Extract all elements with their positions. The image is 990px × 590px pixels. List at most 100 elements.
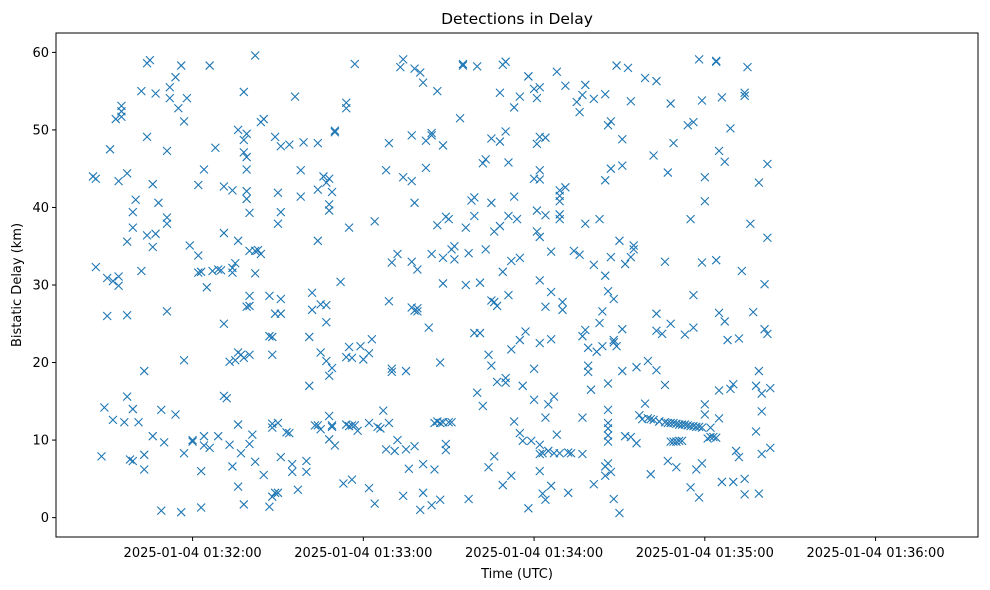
data-point xyxy=(606,164,616,174)
point-marker xyxy=(364,418,374,428)
chart-title: Detections in Delay xyxy=(441,10,593,28)
point-marker xyxy=(501,57,511,67)
point-marker xyxy=(114,281,123,291)
point-marker xyxy=(489,451,499,461)
data-point xyxy=(324,174,334,184)
point-marker xyxy=(387,367,397,377)
point-marker xyxy=(711,433,721,443)
data-point xyxy=(324,411,334,421)
data-point xyxy=(313,236,323,246)
data-point xyxy=(393,249,402,259)
point-marker xyxy=(111,114,121,124)
data-point xyxy=(475,328,485,338)
point-marker xyxy=(410,441,419,451)
point-marker xyxy=(745,219,755,229)
data-point xyxy=(313,420,323,430)
data-point xyxy=(415,68,425,77)
point-marker xyxy=(481,154,491,164)
point-marker xyxy=(407,176,417,186)
data-point xyxy=(378,406,388,416)
data-point xyxy=(242,194,252,204)
point-marker xyxy=(492,377,502,387)
point-marker xyxy=(657,329,667,339)
point-marker xyxy=(629,244,639,254)
data-point xyxy=(282,427,291,437)
point-marker xyxy=(233,236,243,246)
data-point xyxy=(757,406,767,416)
point-marker xyxy=(91,174,101,184)
data-point xyxy=(609,494,619,504)
data-point xyxy=(91,262,101,272)
data-point xyxy=(267,350,277,360)
point-marker xyxy=(595,318,604,328)
point-marker xyxy=(128,456,138,466)
data-point xyxy=(356,341,365,351)
point-marker xyxy=(580,80,590,90)
data-point xyxy=(626,252,636,262)
data-point xyxy=(108,415,118,425)
data-point xyxy=(424,323,434,333)
data-point xyxy=(603,424,613,433)
point-marker xyxy=(327,422,337,432)
point-marker xyxy=(711,255,721,265)
data-point xyxy=(689,323,698,333)
point-marker xyxy=(640,399,650,409)
data-point xyxy=(239,353,249,363)
point-marker xyxy=(652,365,661,375)
data-point xyxy=(250,457,260,467)
point-marker xyxy=(330,441,340,450)
point-marker xyxy=(245,291,254,301)
point-marker xyxy=(327,363,337,373)
point-marker xyxy=(267,492,277,502)
point-marker xyxy=(597,341,607,351)
data-point xyxy=(276,207,286,217)
points-layer xyxy=(88,51,775,518)
point-marker xyxy=(350,420,360,430)
data-point xyxy=(532,227,542,236)
data-point xyxy=(760,324,769,334)
data-point xyxy=(455,113,465,123)
data-point xyxy=(156,405,166,415)
point-marker xyxy=(415,68,425,77)
point-marker xyxy=(600,471,610,481)
point-marker xyxy=(558,305,567,315)
point-marker xyxy=(205,61,215,70)
data-point xyxy=(535,175,545,184)
point-marker xyxy=(757,389,767,398)
point-marker xyxy=(546,334,556,344)
data-point xyxy=(458,59,468,69)
data-point xyxy=(296,192,306,201)
point-marker xyxy=(213,431,223,441)
point-marker xyxy=(538,489,547,498)
point-marker xyxy=(703,434,713,443)
point-marker xyxy=(390,446,400,456)
point-marker xyxy=(740,91,750,101)
point-marker xyxy=(615,236,624,246)
point-marker xyxy=(489,297,499,307)
point-marker xyxy=(478,401,488,411)
data-point xyxy=(176,61,186,70)
data-point xyxy=(293,485,303,495)
data-point xyxy=(600,471,610,481)
data-point xyxy=(734,452,744,462)
point-marker xyxy=(421,163,431,173)
point-marker xyxy=(578,331,587,341)
point-marker xyxy=(341,103,351,113)
point-marker xyxy=(196,503,206,512)
data-point xyxy=(535,232,545,242)
data-point xyxy=(122,168,132,178)
point-marker xyxy=(464,494,474,504)
data-point xyxy=(669,138,678,148)
point-marker xyxy=(256,249,266,259)
data-point xyxy=(560,182,570,192)
data-point xyxy=(373,422,382,432)
point-marker xyxy=(321,317,331,327)
data-point xyxy=(674,436,684,446)
point-marker xyxy=(230,258,240,268)
data-point xyxy=(199,441,209,450)
point-marker xyxy=(114,176,123,186)
data-point xyxy=(176,507,186,517)
data-point xyxy=(179,355,189,365)
point-marker xyxy=(472,388,482,398)
